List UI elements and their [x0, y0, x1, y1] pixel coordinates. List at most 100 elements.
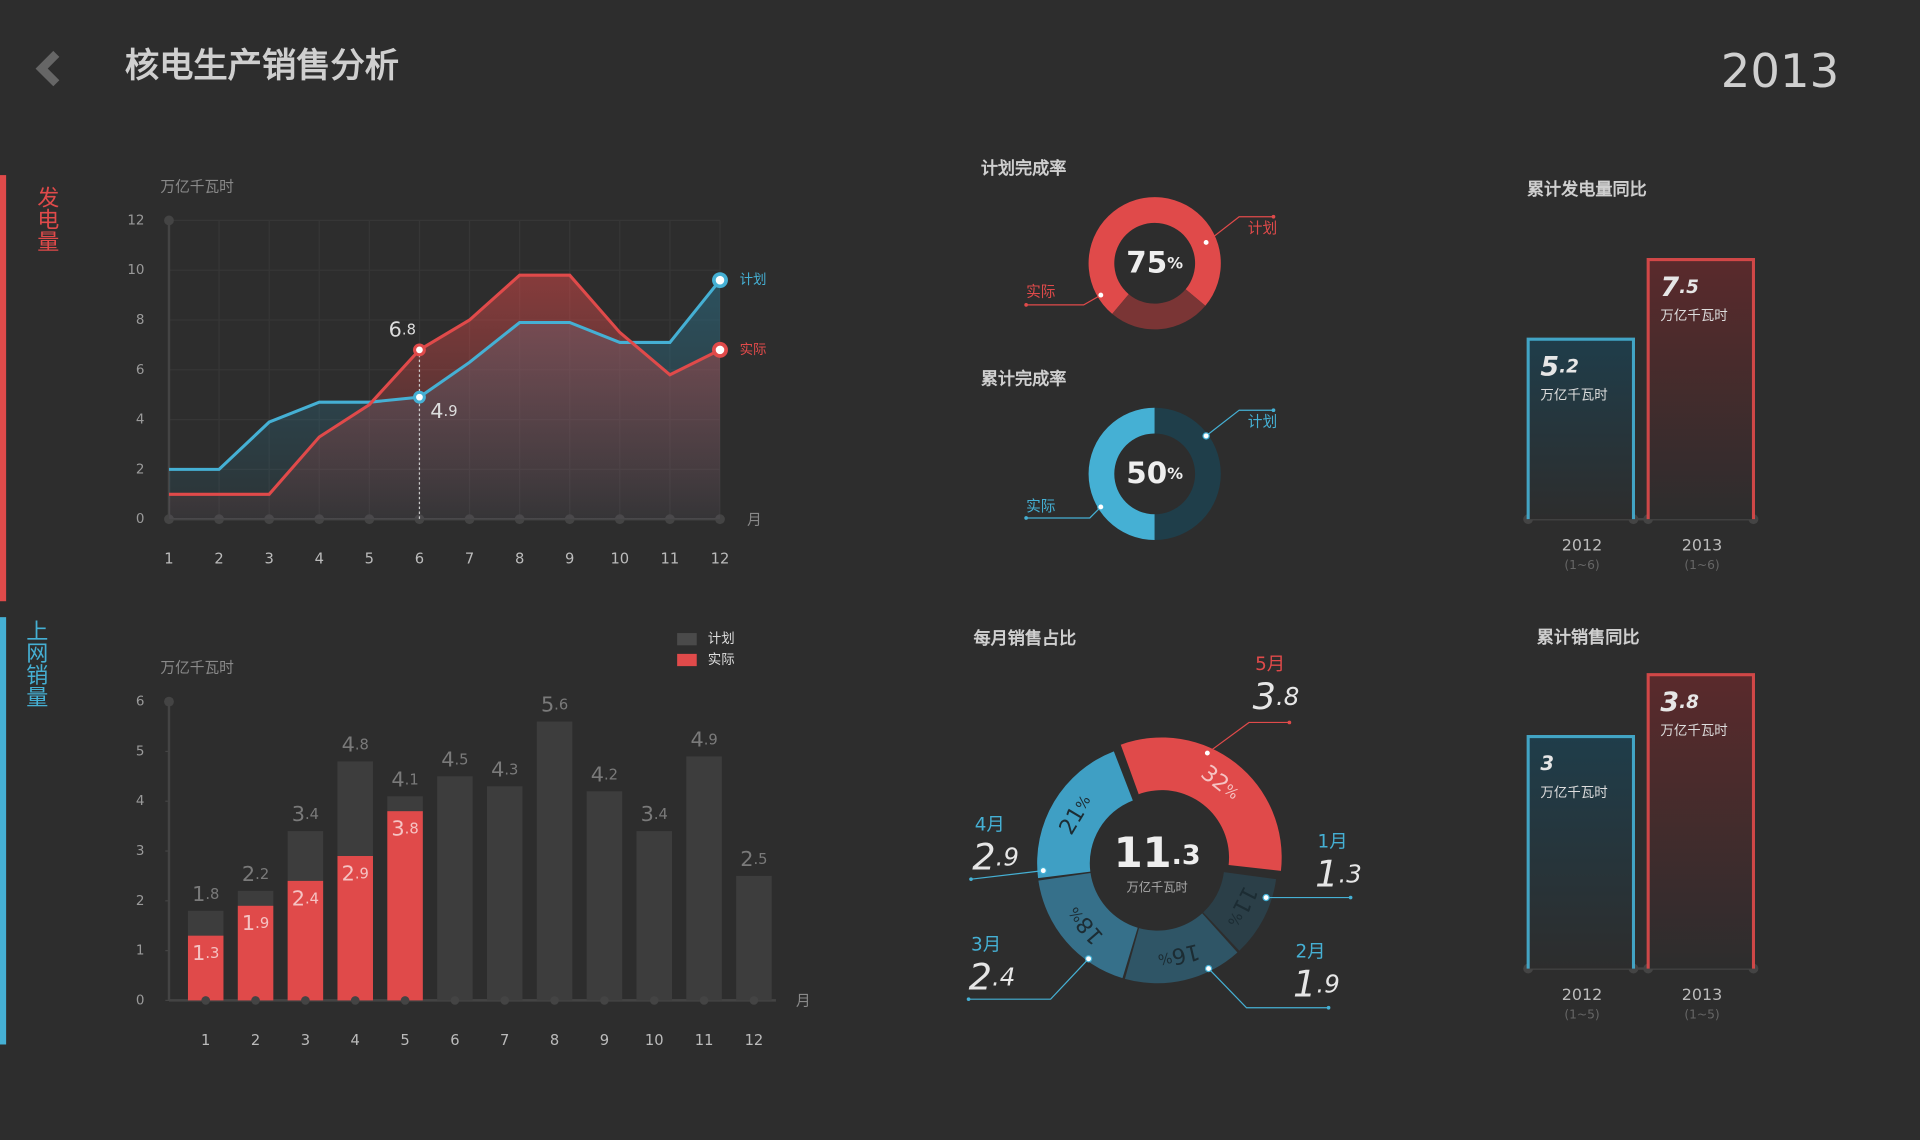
text-part: % — [1167, 463, 1183, 482]
text-part: .9 — [996, 842, 1019, 871]
amount-label: 3.8 — [1253, 674, 1300, 717]
bar-border — [1526, 337, 1635, 520]
leader-dot — [969, 877, 973, 882]
text-part: 2 — [740, 847, 753, 871]
x-tick-label: 7 — [500, 1032, 509, 1049]
leader-line — [1026, 506, 1102, 519]
section-bar — [0, 175, 7, 602]
axis-dot — [600, 996, 609, 1005]
axis-dot — [450, 996, 460, 1005]
section-label: 发电量 — [33, 186, 59, 252]
text-part: 5 — [541, 693, 554, 717]
section-label: 上网销量 — [22, 620, 48, 708]
text-part: 6 — [389, 317, 402, 341]
x-tick-label: 3 — [301, 1032, 310, 1049]
bar — [1648, 259, 1754, 520]
chart-title: 累计完成率 — [981, 369, 1067, 390]
text-part: % — [1156, 948, 1174, 968]
category-label: 实际 — [1026, 498, 1056, 515]
leader-line — [1205, 216, 1274, 243]
bar — [1528, 339, 1634, 520]
text-part: .8 — [405, 821, 419, 838]
leader-dot — [1024, 516, 1028, 520]
text-part: 3 — [1660, 686, 1679, 717]
value-label: 2.5 — [740, 847, 767, 871]
axis-dot — [164, 215, 174, 226]
text-part: 2 — [972, 835, 995, 878]
x-tick-label: 2013 — [1682, 985, 1722, 1004]
value-label: 4.8 — [342, 732, 369, 756]
bar — [686, 756, 722, 1001]
y-tick-label: 0 — [136, 993, 145, 1008]
period-label: (1~5) — [1564, 1008, 1599, 1022]
line — [168, 273, 721, 496]
x-tick-label: 2 — [214, 551, 223, 568]
bar — [486, 786, 523, 1001]
period-label: (1~6) — [1684, 558, 1719, 572]
leader-dot — [1097, 291, 1105, 299]
text-part: 1 — [1293, 962, 1316, 1005]
y-tick-label: 8 — [136, 313, 145, 328]
text-part: 2 — [242, 862, 255, 886]
category-label: 4月 — [975, 814, 1005, 835]
period-label: (1~6) — [1564, 558, 1599, 572]
value-label: 3.8 — [391, 817, 418, 841]
bar-border — [1526, 735, 1635, 969]
period-label: (1~5) — [1684, 1008, 1719, 1022]
axis-dot — [251, 996, 260, 1005]
value-label: 4.5 — [441, 747, 468, 771]
legend-swatch — [677, 633, 697, 646]
text-part: 4 — [491, 757, 504, 781]
amount-label: 1.3 — [1315, 852, 1362, 895]
leader-dot — [966, 997, 971, 1002]
y-tick-label: 4 — [136, 794, 145, 809]
axis-dot — [699, 996, 709, 1005]
axis-dot — [201, 996, 210, 1005]
x-tick-label: 2 — [251, 1032, 260, 1049]
leader-dot — [1024, 303, 1028, 307]
x-tick-label: 12 — [745, 1032, 764, 1049]
x-tick-label: 1 — [164, 551, 173, 568]
axis-dot — [500, 996, 510, 1005]
category-label: 2月 — [1296, 942, 1326, 963]
center-total: 11.3 — [1114, 828, 1201, 877]
text-part: .9 — [1316, 970, 1339, 999]
leader-dot — [1271, 408, 1276, 413]
back-button[interactable] — [35, 50, 60, 87]
y-axis-label: 万亿千瓦时 — [160, 178, 234, 195]
x-tick-label: 5 — [365, 551, 374, 568]
value-label: 4.9 — [430, 399, 457, 423]
text-part: 3 — [641, 802, 654, 826]
axis-dot — [649, 996, 659, 1005]
text-part: .5 — [1679, 277, 1699, 298]
text-part: 3 — [292, 802, 305, 826]
x-tick-label: 11 — [695, 1032, 714, 1049]
text-part: .5 — [455, 751, 469, 768]
x-tick-label: 8 — [515, 551, 524, 568]
leader-line — [1205, 409, 1274, 437]
x-tick-label: 6 — [450, 1032, 459, 1049]
x-tick-label: 10 — [645, 1032, 664, 1049]
value-label: 1.8 — [192, 882, 219, 906]
y-tick-label: 2 — [136, 462, 145, 477]
chart-title: 累计销售同比 — [1537, 627, 1640, 648]
axis-dot — [400, 996, 410, 1005]
text-part: 16 — [1169, 938, 1202, 969]
point-marker — [413, 343, 426, 357]
page-title: 核电生产销售分析 — [125, 46, 399, 86]
text-part: % — [1224, 909, 1246, 929]
value-label: 5.2 — [1540, 351, 1578, 382]
donut-segment — [1154, 407, 1221, 540]
line — [168, 279, 722, 471]
y-tick-label: 1 — [136, 944, 145, 959]
unit-label: 万亿千瓦时 — [1540, 388, 1607, 404]
text-part: 4 — [342, 732, 355, 756]
leader-dot — [1202, 238, 1210, 247]
end-marker — [712, 341, 728, 358]
text-part: .9 — [704, 731, 718, 748]
year: 2013 — [1721, 44, 1839, 98]
axis-dot — [749, 996, 759, 1005]
bar — [1648, 674, 1754, 969]
x-tick-label: 10 — [610, 551, 629, 568]
